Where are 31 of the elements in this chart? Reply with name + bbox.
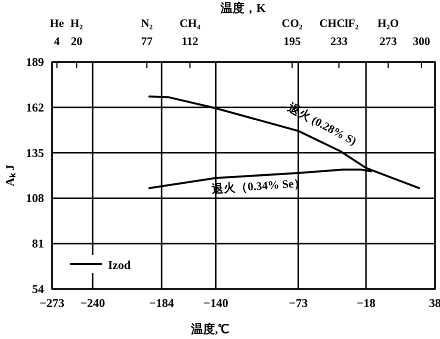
text: H₂ [70,18,84,30]
x2-tick-label: 112 [182,36,198,48]
x2-tick-label: 4 [54,36,60,48]
y-tick-label: 108 [26,191,44,206]
x-tick-label: −184 [149,296,174,310]
y-tick-label: 54 [32,282,44,296]
y-axis-title: Aₖ J [3,164,17,186]
text: CH₄ [180,18,201,30]
text: CHClF₂ [319,18,360,30]
text: H₂O [378,18,399,30]
x2-tick-label: 273 [380,36,398,48]
x2-tick-label: 233 [330,36,348,48]
y-tick-label: 189 [26,55,44,69]
x2-tick-label: 20 [70,36,83,48]
y-tick-label: 81 [32,236,44,251]
x2-tick-label: 300 [412,36,430,48]
y-tick-label: 135 [26,146,44,160]
x2-axis-title: 温度，K [219,1,266,15]
x2-tick-label: 77 [141,36,153,48]
x-tick-label: −140 [203,296,228,310]
x-axis-title: 温度,℃ [190,322,229,336]
text: CO₂ [282,18,304,30]
x-tick-label: −273 [40,296,64,310]
text: He [50,18,64,30]
x-tick-label: −240 [80,296,106,310]
x-tick-label: −73 [288,296,308,310]
legend-title: Izod [108,258,131,272]
text: N₂ [140,18,154,30]
y-tick-label: 162 [26,100,44,114]
x2-tick-label: 195 [284,36,302,48]
x-tick-label: −18 [356,296,376,310]
